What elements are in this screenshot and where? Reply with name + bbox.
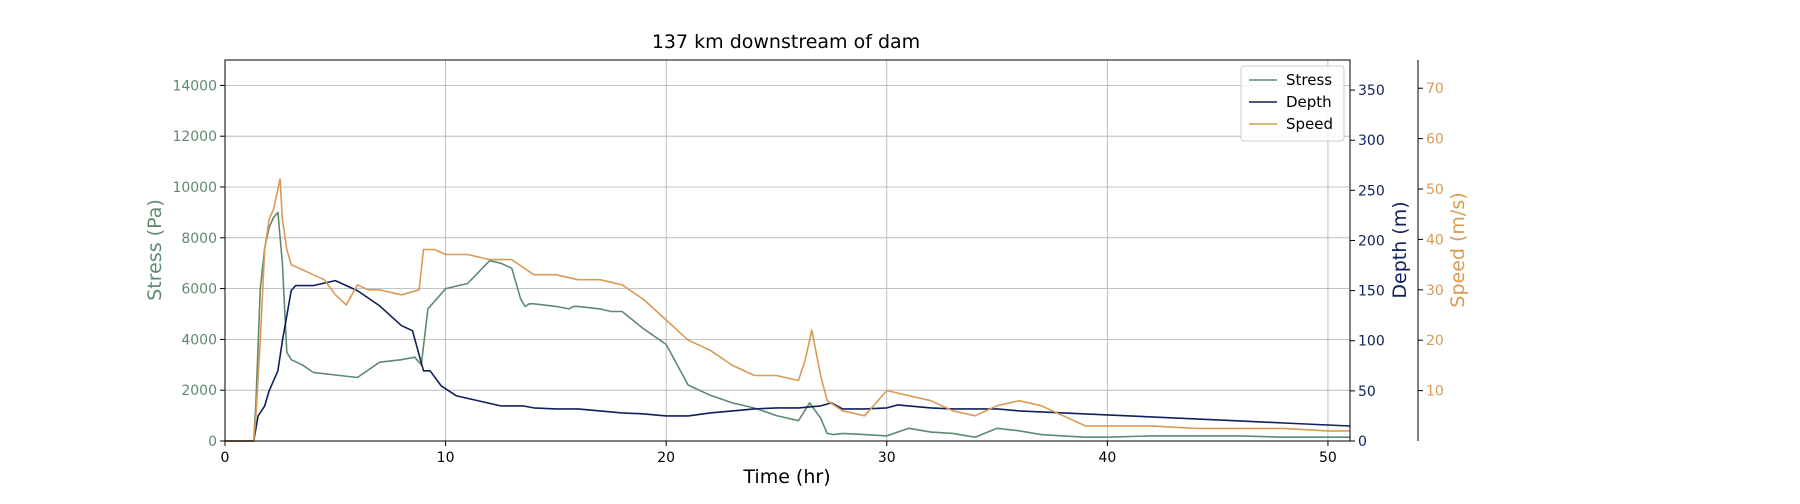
speed-tick-label: 40 (1426, 232, 1444, 248)
x-axis-title: Time (hr) (742, 466, 830, 488)
x-tick-label: 30 (878, 450, 896, 466)
stress-tick-label: 2000 (181, 383, 217, 399)
stress-tick-label: 14000 (172, 78, 217, 94)
stress-tick-label: 4000 (181, 332, 217, 348)
x-tick-label: 50 (1319, 450, 1337, 466)
legend: Stress Depth Speed (1240, 65, 1345, 142)
stress-tick-label: 10000 (172, 180, 217, 196)
y-axis-depth: 0 50 100 150 200 250 300 350 (1350, 83, 1385, 450)
stress-tick-label: 0 (208, 434, 217, 450)
x-axis: 0 10 20 30 40 50 (221, 441, 1337, 466)
depth-tick-label: 50 (1358, 384, 1376, 400)
chart-title: 137 km downstream of dam (652, 31, 920, 53)
speed-tick-label: 50 (1426, 182, 1444, 198)
series-line-stress (225, 211, 1350, 442)
y-axis-speed: 10 20 30 40 50 60 70 (1417, 60, 1444, 441)
speed-tick-label: 60 (1426, 132, 1444, 148)
legend-label-stress: Stress (1286, 71, 1332, 89)
depth-tick-label: 250 (1358, 183, 1385, 199)
x-tick-label: 20 (657, 450, 675, 466)
y-axis-stress: 0 2000 4000 6000 8000 10000 12000 14000 (172, 78, 225, 450)
speed-tick-label: 20 (1426, 333, 1444, 349)
legend-label-depth: Depth (1286, 93, 1332, 111)
depth-tick-label: 300 (1358, 133, 1385, 149)
legend-label-speed: Speed (1286, 115, 1333, 133)
plot-frame (224, 59, 1351, 442)
x-tick-label: 0 (221, 450, 230, 466)
legend-box (1240, 65, 1345, 142)
speed-axis-title: Speed (m/s) (1447, 192, 1469, 307)
grid-lines (224, 60, 1350, 442)
stress-tick-label: 6000 (181, 282, 217, 298)
depth-axis-title: Depth (m) (1389, 201, 1411, 298)
stress-tick-label: 8000 (181, 231, 217, 247)
x-tick-label: 10 (437, 450, 455, 466)
series-line-speed (225, 178, 1350, 442)
series-layer (225, 178, 1351, 442)
speed-tick-label: 10 (1426, 384, 1444, 400)
depth-tick-label: 0 (1358, 434, 1367, 450)
depth-tick-label: 200 (1358, 233, 1385, 249)
depth-tick-label: 150 (1358, 284, 1385, 300)
stress-tick-label: 12000 (172, 129, 217, 145)
speed-tick-label: 30 (1426, 283, 1444, 299)
speed-tick-label: 70 (1426, 81, 1444, 97)
stress-axis-title: Stress (Pa) (144, 199, 166, 301)
series-line-depth (225, 279, 1351, 442)
depth-tick-label: 350 (1358, 83, 1385, 99)
x-tick-label: 40 (1098, 450, 1116, 466)
depth-tick-label: 100 (1358, 334, 1385, 350)
